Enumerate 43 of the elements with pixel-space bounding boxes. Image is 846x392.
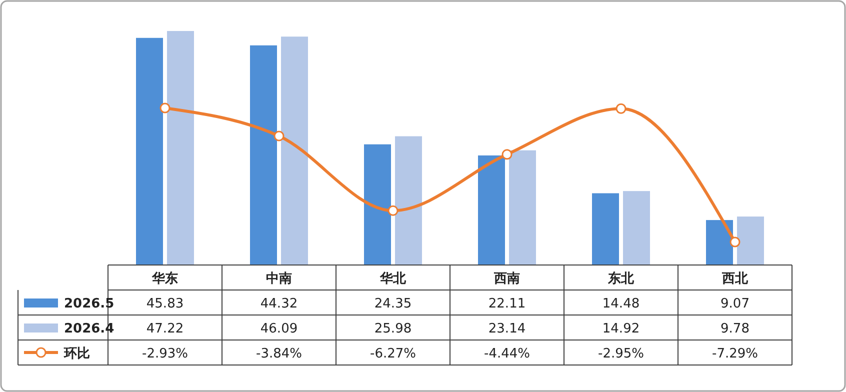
bar — [136, 38, 163, 265]
bar — [364, 144, 391, 265]
x-tick-label: 西北 — [721, 272, 749, 286]
bar — [167, 31, 194, 265]
data-label: 9.07 — [720, 296, 750, 312]
point — [388, 205, 398, 216]
bar — [623, 191, 650, 265]
x-tick-label: 东北 — [607, 270, 635, 286]
point — [502, 149, 512, 160]
data-label: 14.48 — [602, 296, 640, 312]
point — [616, 103, 626, 114]
data-label: -6.27% — [370, 346, 416, 362]
point — [160, 102, 170, 114]
data-label: -7.29% — [712, 346, 758, 362]
point — [730, 236, 740, 248]
data-label: 44.32 — [260, 296, 298, 312]
bar — [509, 150, 536, 265]
bar — [592, 193, 619, 265]
data-label: 14.92 — [602, 322, 640, 336]
x-tick-label: 西南 — [493, 272, 520, 286]
data-label: 23.14 — [488, 322, 526, 336]
data-label: -2.95% — [598, 346, 644, 362]
bar — [737, 216, 764, 265]
x-tick-label: 华北 — [379, 272, 407, 286]
data-label: -2.93% — [142, 346, 188, 362]
data-label: -3.84% — [256, 346, 302, 362]
x-tick-label: 华东 — [151, 270, 178, 286]
data-label: 9.78 — [720, 322, 750, 336]
data-label: 22.11 — [488, 296, 526, 312]
x-tick-label: 中南 — [266, 272, 292, 286]
data-label: 47.22 — [146, 322, 184, 336]
bar — [395, 136, 422, 265]
point — [274, 130, 284, 142]
data-label: 46.09 — [260, 322, 298, 336]
legend-label: 环比 — [63, 346, 90, 362]
data-label: -4.44% — [484, 346, 530, 362]
bar — [250, 45, 277, 265]
bar — [706, 220, 733, 265]
data-label: 45.83 — [146, 296, 184, 312]
data-label: 25.98 — [374, 322, 412, 336]
data-label: 24.35 — [374, 296, 412, 312]
bar — [281, 36, 308, 265]
bar — [478, 155, 505, 265]
